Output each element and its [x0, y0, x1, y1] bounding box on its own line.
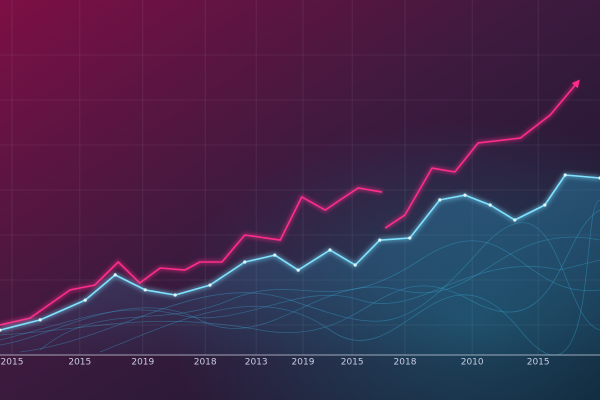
x-tick-label: 2010: [461, 358, 484, 368]
series-point: [296, 268, 300, 272]
series-point: [38, 318, 42, 322]
series-point: [378, 238, 382, 242]
series-point: [83, 298, 87, 302]
x-tick-label: 2015: [527, 358, 550, 368]
series-point: [408, 236, 412, 240]
series-line: [0, 82, 578, 326]
series-point: [143, 288, 147, 292]
x-tick-label: 2015: [68, 358, 91, 368]
series-area: [0, 175, 600, 355]
series-point: [463, 193, 467, 197]
series-point: [543, 203, 547, 207]
x-tick-label: 2019: [131, 358, 154, 368]
series-point: [488, 203, 492, 207]
series-point: [273, 253, 277, 257]
series-point: [113, 273, 117, 277]
x-tick-label: 2015: [341, 358, 364, 368]
series-point: [328, 248, 332, 252]
x-tick-label: 2018: [194, 358, 217, 368]
x-tick-label: 2013: [245, 358, 268, 368]
series-point: [208, 283, 212, 287]
plot: [0, 82, 600, 355]
x-tick-label: 2018: [394, 358, 417, 368]
series-point: [0, 328, 2, 332]
series-point: [243, 260, 247, 264]
series-point: [513, 218, 517, 222]
series-point: [563, 173, 567, 177]
x-tick-label: 2019: [292, 358, 315, 368]
x-tick-label: 2015: [1, 358, 24, 368]
series-point: [438, 198, 442, 202]
series-point: [353, 263, 357, 267]
series-point: [173, 293, 177, 297]
